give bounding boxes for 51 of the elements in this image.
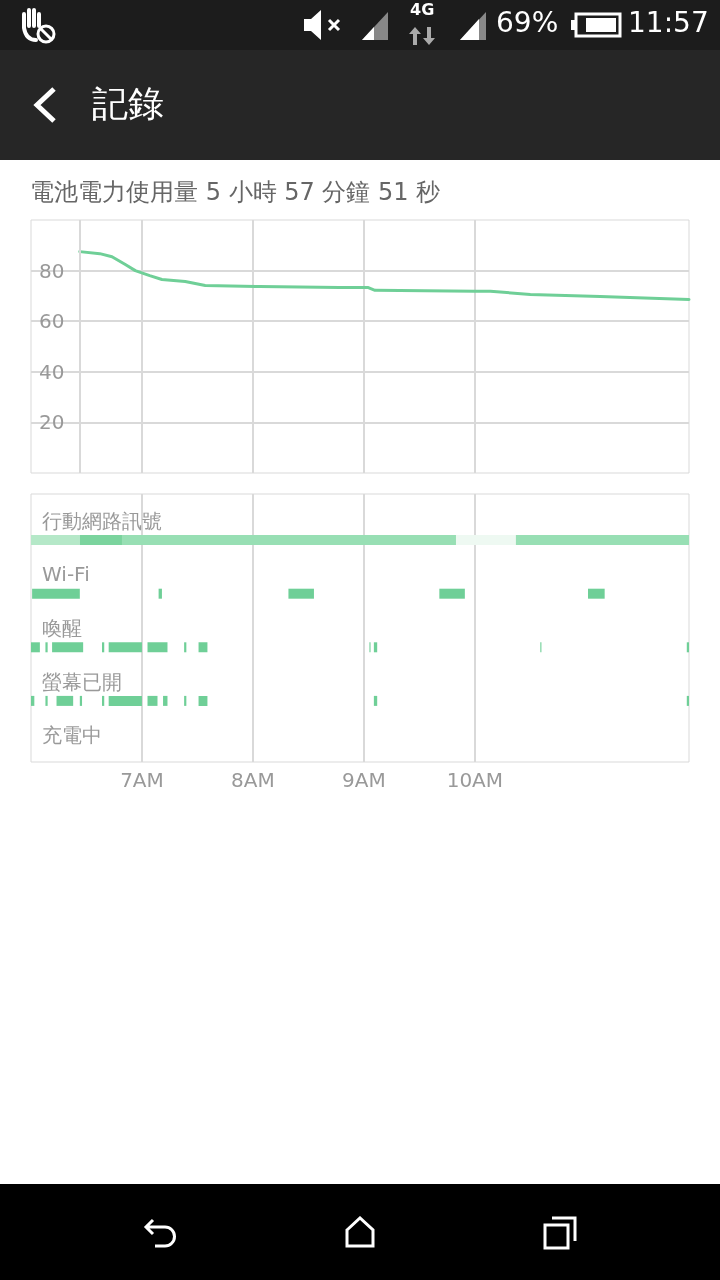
bar (79, 695, 83, 706)
bar (439, 588, 465, 599)
y-tick-label: 60 (39, 309, 65, 334)
bar (32, 588, 80, 599)
bar (588, 588, 605, 599)
bar (108, 642, 142, 653)
chart-subtitle: 電池電力使用量 5 小時 57 分鐘 51 秒 (30, 177, 441, 208)
bar (102, 695, 105, 706)
bar (52, 642, 84, 653)
bar (198, 695, 208, 706)
x-tick-label: 9AM (342, 768, 386, 792)
bar (147, 642, 168, 653)
bar (108, 695, 142, 706)
bar (686, 695, 689, 706)
bar (163, 695, 168, 706)
bar (373, 695, 378, 706)
bar (515, 535, 689, 546)
bar (31, 642, 40, 653)
y-tick-label: 80 (39, 258, 65, 283)
line-series (78, 250, 691, 301)
y-tick-label: 20 (39, 410, 65, 435)
bar (31, 695, 35, 706)
bar (184, 695, 187, 706)
bar (455, 535, 516, 546)
chart-title: 記錄 (92, 82, 164, 126)
bar (45, 695, 48, 706)
text: 69% (496, 5, 559, 41)
y-tick-label: 喚醒 (42, 616, 82, 640)
bar (31, 535, 80, 546)
bar (198, 642, 208, 653)
x-tick-label: 7AM (120, 768, 164, 792)
y-tick-label: Wi-Fi (42, 562, 90, 587)
bar (79, 535, 122, 546)
bar (121, 535, 456, 546)
bar (158, 588, 162, 599)
bar (686, 642, 689, 653)
bar (102, 642, 105, 653)
text: 11:57 (628, 5, 709, 41)
y-tick-label: 充電中 (42, 723, 102, 748)
text: 4G (410, 0, 435, 20)
y-tick-label: 40 (39, 359, 65, 384)
y-tick-label: 行動網路訊號 (42, 508, 162, 533)
bar (373, 642, 378, 653)
x-tick-label: 8AM (231, 768, 275, 792)
bar (56, 695, 74, 706)
bar (147, 695, 158, 706)
y-tick-label: 螢幕已開 (42, 669, 122, 694)
x-tick-label: 10AM (446, 768, 504, 792)
bar (184, 642, 187, 653)
bar (45, 642, 48, 653)
bar (288, 588, 314, 599)
